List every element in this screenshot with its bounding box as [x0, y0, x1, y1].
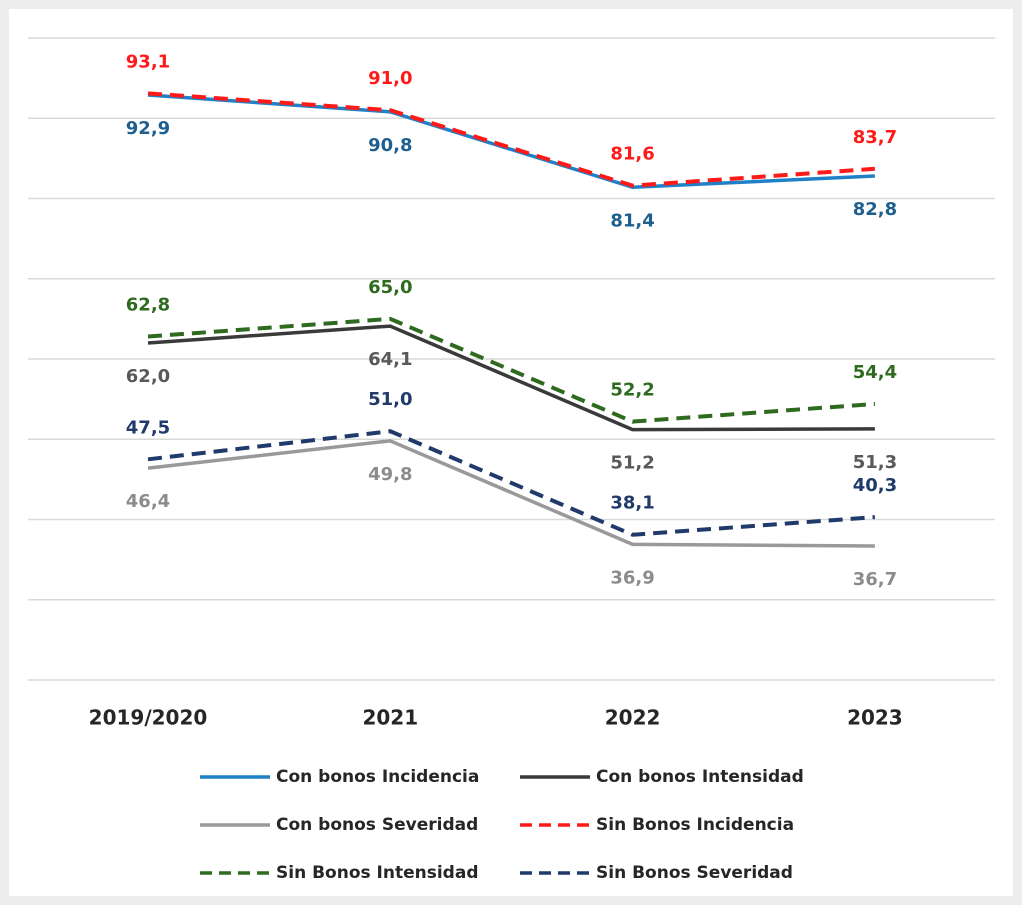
data-label: 49,8 [368, 464, 412, 485]
data-label: 52,2 [610, 380, 654, 401]
legend-label: Con bonos Severidad [276, 815, 478, 835]
data-label: 38,1 [610, 493, 654, 514]
data-label: 47,5 [126, 417, 170, 438]
data-label: 51,2 [610, 453, 654, 474]
data-label: 46,4 [126, 491, 170, 512]
data-label: 93,1 [126, 51, 170, 72]
series-line [147, 439, 875, 548]
data-label: 36,9 [610, 567, 654, 588]
legend-label: Con bonos Intensidad [596, 767, 804, 787]
data-label: 51,0 [368, 389, 412, 410]
legend-label: Con bonos Incidencia [276, 767, 479, 787]
data-label: 81,4 [610, 210, 654, 231]
legend-label: Sin Bonos Intensidad [276, 863, 479, 883]
data-label: 91,0 [368, 68, 412, 89]
x-tick-label: 2023 [847, 706, 903, 730]
data-label: 51,3 [853, 452, 897, 473]
panel [9, 9, 1013, 896]
data-label: 65,0 [368, 277, 412, 298]
series-line [147, 316, 876, 424]
data-label: 92,9 [126, 118, 170, 139]
series-line [147, 91, 876, 188]
x-tick-label: 2022 [605, 706, 661, 730]
data-label: 36,7 [853, 569, 897, 590]
data-label: 54,4 [853, 362, 897, 383]
data-label: 82,8 [853, 199, 897, 220]
legend-label: Sin Bonos Incidencia [596, 815, 794, 835]
data-label: 90,8 [368, 135, 412, 156]
data-label: 81,6 [610, 144, 654, 165]
series-line [147, 429, 876, 537]
data-label: 62,8 [126, 295, 170, 316]
legend-label: Sin Bonos Severidad [596, 863, 793, 883]
x-tick-label: 2019/2020 [89, 706, 208, 730]
series-line [147, 324, 875, 432]
data-label: 62,0 [126, 366, 170, 387]
data-label: 40,3 [853, 475, 897, 496]
x-tick-label: 2021 [362, 706, 418, 730]
data-label: 83,7 [853, 127, 897, 148]
data-label: 64,1 [368, 349, 412, 370]
